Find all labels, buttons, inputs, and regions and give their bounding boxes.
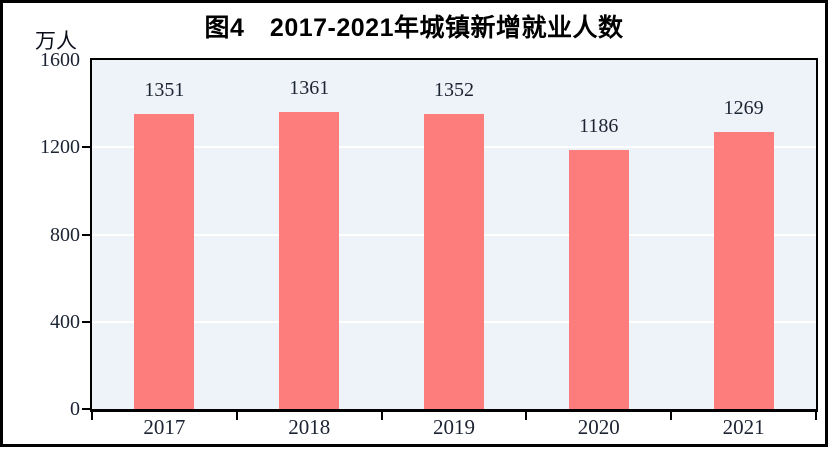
y-tick-label: 1200	[40, 136, 80, 159]
bar-value-label: 1352	[433, 79, 474, 102]
bar-2021	[713, 132, 774, 409]
x-category-label-2017: 2017	[143, 415, 186, 439]
bar-value-label: 1361	[289, 77, 330, 100]
y-tick-mark	[82, 320, 90, 323]
bar-value-label: 1186	[579, 115, 619, 138]
x-tick-mark	[235, 412, 238, 420]
x-category-label-2020: 2020	[577, 415, 620, 439]
y-tick-mark	[82, 408, 90, 410]
y-axis-unit-label: 万人	[35, 29, 77, 53]
bar-2017	[134, 114, 195, 409]
y-tick-label: 0	[70, 398, 80, 420]
x-tick-mark	[380, 412, 383, 420]
y-tick-label: 1600	[40, 49, 80, 71]
y-tick-mark	[82, 233, 90, 236]
x-category-label-2018: 2018	[288, 415, 331, 439]
bar-value-label: 1351	[144, 79, 185, 102]
x-tick-mark	[815, 412, 817, 420]
x-tick-mark	[525, 412, 528, 420]
chart-frame: 图4 2017-2021年城镇新增就业人数 万人 0 400 800 1200 1600…	[0, 0, 828, 447]
bar-2018	[279, 112, 340, 409]
plot-area: 1351 1361 1352 1186 1269	[90, 58, 818, 412]
x-category-label-2021: 2021	[722, 415, 765, 439]
x-tick-mark	[91, 412, 93, 420]
y-tick-mark	[82, 146, 90, 149]
bar-2020	[568, 150, 629, 409]
y-tick-label: 800	[50, 223, 80, 246]
chart-title: 图4 2017-2021年城镇新增就业人数	[204, 14, 624, 42]
bar-value-label: 1269	[723, 97, 764, 120]
bar-2019	[424, 114, 484, 409]
x-tick-mark	[670, 412, 673, 420]
x-category-label-2019: 2019	[432, 415, 475, 439]
y-tick-label: 400	[50, 310, 80, 333]
